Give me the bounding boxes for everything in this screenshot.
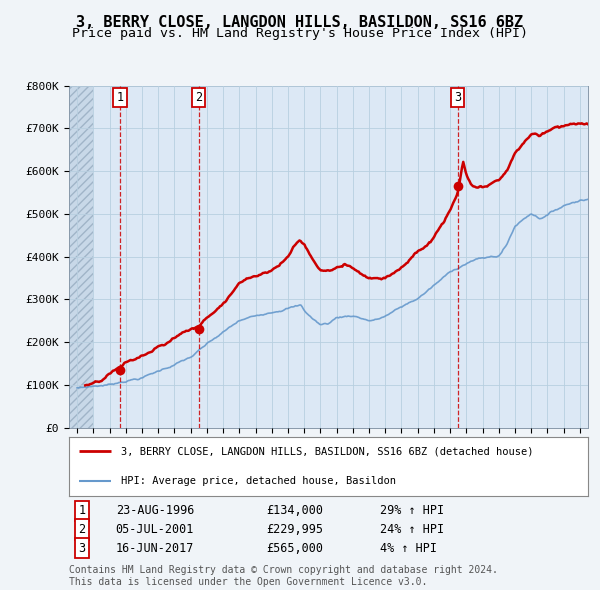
Text: 29% ↑ HPI: 29% ↑ HPI [380,504,445,517]
Text: 3: 3 [79,542,86,555]
Text: 24% ↑ HPI: 24% ↑ HPI [380,523,445,536]
Text: HPI: Average price, detached house, Basildon: HPI: Average price, detached house, Basi… [121,476,396,486]
Text: £229,995: £229,995 [266,523,323,536]
Text: 16-JUN-2017: 16-JUN-2017 [116,542,194,555]
Text: 1: 1 [116,91,124,104]
Bar [69,86,94,428]
Text: Contains HM Land Registry data © Crown copyright and database right 2024.
This d: Contains HM Land Registry data © Crown c… [69,565,498,587]
Text: £134,000: £134,000 [266,504,323,517]
Text: 2: 2 [79,523,86,536]
Text: 3, BERRY CLOSE, LANGDON HILLS, BASILDON, SS16 6BZ (detached house): 3, BERRY CLOSE, LANGDON HILLS, BASILDON,… [121,447,533,456]
Text: £565,000: £565,000 [266,542,323,555]
Text: Price paid vs. HM Land Registry's House Price Index (HPI): Price paid vs. HM Land Registry's House … [72,27,528,40]
Text: 2: 2 [196,91,202,104]
Text: 3, BERRY CLOSE, LANGDON HILLS, BASILDON, SS16 6BZ: 3, BERRY CLOSE, LANGDON HILLS, BASILDON,… [76,15,524,30]
Text: 23-AUG-1996: 23-AUG-1996 [116,504,194,517]
Text: 05-JUL-2001: 05-JUL-2001 [116,523,194,536]
Text: 4% ↑ HPI: 4% ↑ HPI [380,542,437,555]
Text: 3: 3 [454,91,461,104]
Text: 1: 1 [79,504,86,517]
